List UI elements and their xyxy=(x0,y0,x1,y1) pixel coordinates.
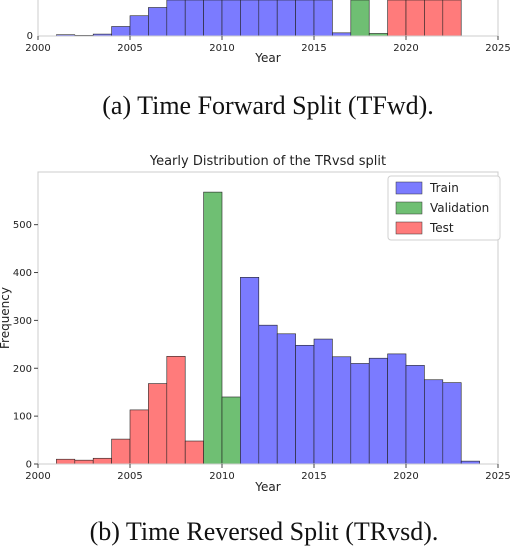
bottom-bar-2008 xyxy=(184,440,204,465)
legend-swatch-test xyxy=(395,221,423,235)
bottom-y-axis-label: Frequency xyxy=(0,287,12,349)
caption-bottom: (b) Time Reversed Split (TRvsd). xyxy=(90,517,439,546)
top-bar-2009 xyxy=(203,0,223,37)
bottom-bars xyxy=(56,191,480,465)
bottom-bar-2015 xyxy=(313,338,333,465)
bottom-bar-2017 xyxy=(350,363,370,465)
top-bar-2012 xyxy=(258,0,278,37)
top-plot-frame xyxy=(37,0,499,37)
top-bar-2006 xyxy=(148,7,168,37)
top-x-tick-label: 2010 xyxy=(209,43,234,54)
top-bar-2004 xyxy=(111,26,131,37)
bottom-bar-2004 xyxy=(111,438,131,465)
top-bar-2005 xyxy=(129,15,149,37)
bottom-chart-title: Yearly Distribution of the TRvsd split xyxy=(149,154,386,169)
bottom-x-tick-label: 2025 xyxy=(485,471,510,482)
top-bar-2022 xyxy=(442,0,462,37)
bottom-y-tick-label: 200 xyxy=(13,364,32,375)
bottom-x-tick-label: 2000 xyxy=(25,471,50,482)
top-x-tick-label: 2015 xyxy=(301,43,326,54)
bottom-bar-2003 xyxy=(92,457,112,465)
bottom-y-tick-label: 500 xyxy=(13,220,32,231)
bottom-bar-2016 xyxy=(332,356,352,465)
bottom-bar-2020 xyxy=(405,365,425,465)
bottom-bar-2007 xyxy=(166,355,186,465)
bottom-y-tick-label: 0 xyxy=(26,460,32,471)
bottom-x-axis-label: Year xyxy=(254,480,280,494)
top-bars xyxy=(56,0,462,37)
top-bar-2014 xyxy=(295,0,315,37)
bottom-bar-2019 xyxy=(387,353,407,465)
bottom-bar-2006 xyxy=(148,383,168,465)
top-x-tick-label: 2025 xyxy=(485,43,510,54)
bottom-x-tick-label: 2015 xyxy=(301,471,326,482)
legend-label-validation: Validation xyxy=(430,201,489,215)
top-x-axis-label: Year xyxy=(254,51,280,65)
bottom-bar-2010 xyxy=(221,396,241,465)
bottom-bar-2012 xyxy=(258,324,278,465)
top-bar-2010 xyxy=(221,0,241,37)
bottom-bar-2014 xyxy=(295,344,315,465)
top-bar-2011 xyxy=(240,0,260,37)
top-bar-2021 xyxy=(424,0,444,37)
legend: Train Validation Test xyxy=(387,175,501,241)
legend-label-train: Train xyxy=(429,181,459,195)
legend-swatch-validation xyxy=(395,201,423,215)
bottom-bar-2021 xyxy=(424,379,444,465)
bottom-x-tick-label: 2010 xyxy=(209,471,234,482)
top-x-ticks: 2000 2005 2010 2015 2020 2025 xyxy=(25,36,511,54)
legend-label-test: Test xyxy=(429,221,454,235)
top-bar-2015 xyxy=(313,0,333,37)
bottom-plot-frame xyxy=(37,171,499,465)
top-x-tick-label: 2000 xyxy=(25,43,50,54)
top-chart-panel: 2000 2005 2010 2015 2020 2025 0 Year xyxy=(25,0,511,65)
bottom-bar-2001 xyxy=(56,458,76,465)
bottom-bar-2002 xyxy=(74,459,94,465)
top-x-tick-label: 2005 xyxy=(117,43,142,54)
legend-swatch-train xyxy=(395,181,423,195)
caption-top: (a) Time Forward Split (TFwd). xyxy=(102,91,434,120)
top-y-tick-label: 0 xyxy=(27,31,33,42)
bottom-chart-panel: Yearly Distribution of the TRvsd split 2… xyxy=(0,154,511,494)
bottom-y-tick-label: 400 xyxy=(13,268,32,279)
top-bar-2020 xyxy=(405,0,425,37)
top-x-tick-label: 2020 xyxy=(393,43,418,54)
bottom-bar-2022 xyxy=(442,382,462,465)
bottom-bar-2013 xyxy=(276,333,296,465)
bottom-bar-2011 xyxy=(240,277,260,465)
bottom-x-ticks: 2000 2005 2010 2015 2020 2025 xyxy=(25,464,511,482)
bottom-y-tick-label: 100 xyxy=(13,412,32,423)
top-bar-2013 xyxy=(276,0,296,37)
bottom-x-tick-label: 2005 xyxy=(117,471,142,482)
bottom-bar-2005 xyxy=(129,409,149,465)
bottom-y-ticks: 0 100 200 300 400 500 xyxy=(13,220,38,471)
top-bar-2017 xyxy=(350,0,370,37)
top-bar-2007 xyxy=(166,0,186,37)
bottom-bar-2009 xyxy=(203,191,223,465)
bottom-bar-2018 xyxy=(368,357,388,465)
bottom-y-tick-label: 300 xyxy=(13,316,32,327)
top-bar-2019 xyxy=(387,0,407,37)
bottom-x-tick-label: 2020 xyxy=(393,471,418,482)
top-bar-2008 xyxy=(184,0,204,37)
